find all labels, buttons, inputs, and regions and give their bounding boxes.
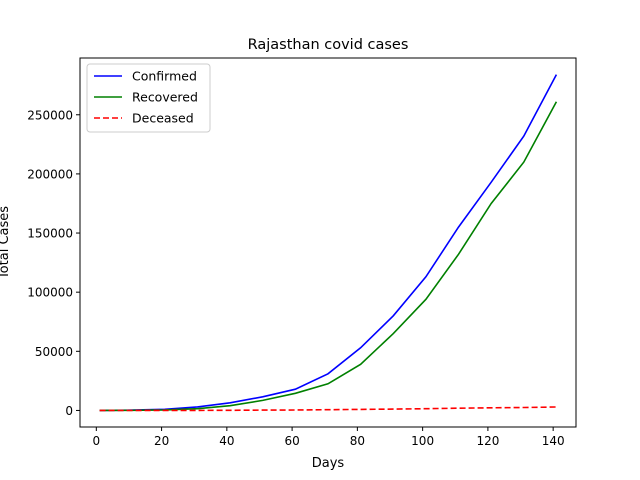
y-tick-label: 0	[65, 404, 73, 418]
legend-label-recovered: Recovered	[132, 90, 198, 105]
chart-title: Rajasthan covid cases	[248, 37, 409, 53]
series-line-confirmed	[99, 74, 558, 412]
x-tick-label: 140	[542, 434, 565, 448]
plot-frame	[79, 57, 577, 428]
legend: Confirmed Recovered Deceased	[86, 63, 211, 133]
x-tick-label: 0	[92, 434, 100, 448]
y-tick-label: 200000	[27, 167, 73, 181]
legend-label-deceased: Deceased	[132, 111, 194, 126]
x-tick-label: 80	[350, 434, 365, 448]
x-tick-label: 120	[476, 434, 499, 448]
legend-label-confirmed: Confirmed	[132, 69, 197, 84]
x-tick-label: 100	[411, 434, 434, 448]
x-axis: 0 20 40 60 80 100 120 140	[92, 427, 565, 448]
y-axis-label: Total Cases	[0, 206, 12, 280]
series-line-recovered	[99, 101, 558, 412]
legend-box	[86, 63, 211, 133]
y-axis: 0 50000 100000 150000 200000 250000	[27, 108, 80, 418]
y-tick-label: 50000	[35, 345, 73, 359]
y-tick-label: 250000	[27, 108, 73, 122]
y-tick-label: 150000	[27, 227, 73, 241]
y-tick-label: 100000	[27, 286, 73, 300]
series-line-deceased	[99, 406, 557, 412]
x-axis-label: Days	[312, 456, 345, 471]
x-tick-label: 20	[154, 434, 169, 448]
x-tick-label: 40	[219, 434, 234, 448]
plot-lines	[99, 74, 558, 412]
x-tick-label: 60	[284, 434, 299, 448]
